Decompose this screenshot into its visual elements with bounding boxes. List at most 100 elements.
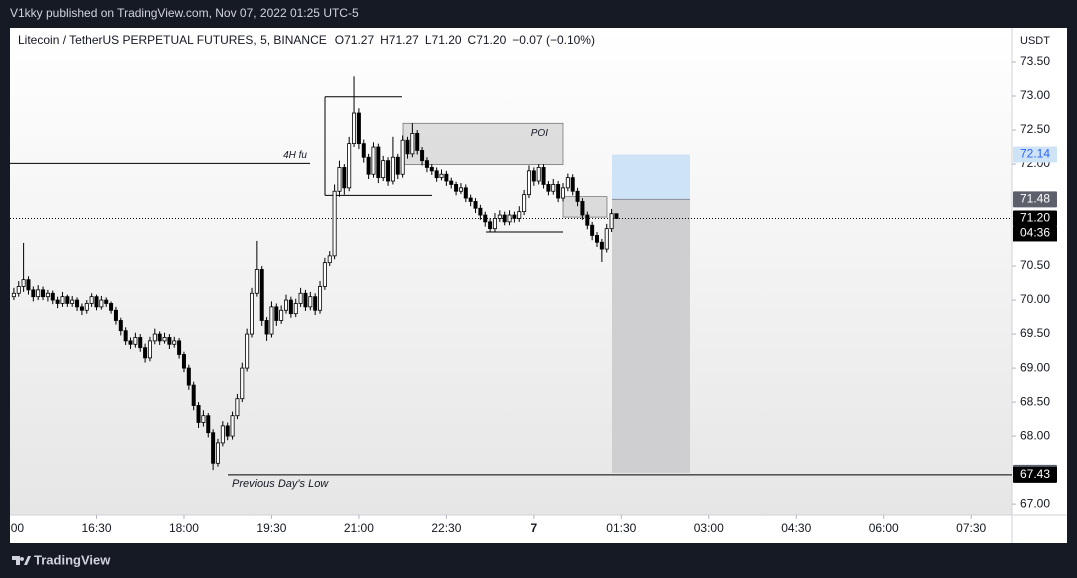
open: O71.27 [335,33,375,47]
candle-body [104,299,109,304]
x-tick-label: 19:30 [256,521,286,535]
time-ticks: 15:00 16:30 18:00 19:30 21:00 22:30 7 01:30 03:0… [10,515,987,535]
candle-body [595,235,600,243]
candle-body [181,354,186,369]
candle-body [541,167,546,185]
candle-body [424,160,429,168]
candle-body [376,146,381,179]
y-tick-label: 70.50 [1020,258,1050,272]
pdl-label: Previous Day's Low [232,478,329,490]
candle-body [483,214,488,223]
candle-body [235,398,240,417]
candle-body [172,340,177,345]
candle-body [196,405,201,423]
candle-body [381,160,386,179]
candle-body [206,415,211,434]
candle-body [454,184,459,192]
candle-body [186,367,191,386]
candle-body [352,112,357,145]
candle-body [517,211,522,219]
candle-body [50,292,55,301]
small-box [562,196,608,218]
candle-body [240,367,245,400]
x-tick-label: 16:30 [81,521,111,535]
price-marker [1013,146,1057,163]
countdown: 04:36 [1020,226,1050,240]
candle-body [41,289,46,298]
price-marker-label: 72.14 [1020,147,1050,161]
candle-body [361,143,366,158]
price-marker-label: 71.20 [1020,211,1050,225]
y-tick-label: 67.00 [1020,496,1050,510]
y-tick-label: 73.00 [1020,88,1050,102]
candle-body [386,160,391,182]
candle-body [138,337,143,349]
candle-body [415,133,420,151]
candle-body [89,296,94,304]
candle-body [288,299,293,315]
candle-body [75,299,80,308]
candle-body [405,139,410,155]
candle-body [167,337,172,345]
currency: USDT [1020,35,1050,47]
candle-body [147,340,152,359]
candle-body [191,384,196,406]
candle-body [162,337,167,342]
price-ticks: 73.5073.0072.5072.0070.5070.0069.5069.00… [1012,54,1057,510]
price-axis [1012,28,1067,543]
candle-body [99,299,104,308]
brand: TradingView [12,552,111,567]
candle-body [269,306,274,335]
candle-body [570,177,575,192]
x-tick-label: 21:00 [344,521,374,535]
symbol: Litecoin / TetherUS PERPETUAL FUTURES, 5… [18,33,327,47]
candle-body [463,187,468,199]
candle-body [94,296,99,308]
candle-body [177,340,182,355]
x-tick-label: 04:30 [781,521,811,535]
change: −0.07 (−0.10%) [512,33,595,47]
low: L71.20 [425,33,462,47]
candle-body [318,286,323,311]
poi-box [402,122,564,166]
candle-body [225,425,230,437]
candle-body [128,340,133,345]
candle-body [395,156,400,175]
candle-body [152,333,157,342]
candle-body [245,333,250,369]
x-tick-label: 7 [530,521,537,535]
candle-body [580,201,585,216]
candle-body [468,197,473,202]
candle-body [45,292,50,298]
x-tick-label: 01:30 [606,521,636,535]
candle-body [60,296,65,304]
candle-body [337,167,342,192]
candle-body [249,292,254,335]
candle-body [522,194,527,213]
candle-body [55,299,60,304]
high: H71.27 [380,33,419,47]
candle-body [31,289,36,298]
logo [12,556,31,565]
candle-body [332,190,337,257]
countdown-box [1013,226,1057,242]
candle-body [449,180,454,185]
candle-body [298,292,303,304]
candle-body [429,167,434,172]
candle-body [507,214,512,223]
candle-body [113,309,118,321]
candle-body [109,303,114,311]
candle-body [254,269,259,294]
price-marker [1013,210,1057,227]
candle-body [308,296,313,308]
candle-body [26,279,31,291]
x-tick-label: 18:00 [169,521,199,535]
candle-body [259,269,264,321]
candle-body [201,415,206,423]
candle-body [220,425,225,444]
candle-body [497,214,502,219]
candle-body [16,286,21,294]
candle-body [604,228,609,250]
candle-body [327,255,332,264]
